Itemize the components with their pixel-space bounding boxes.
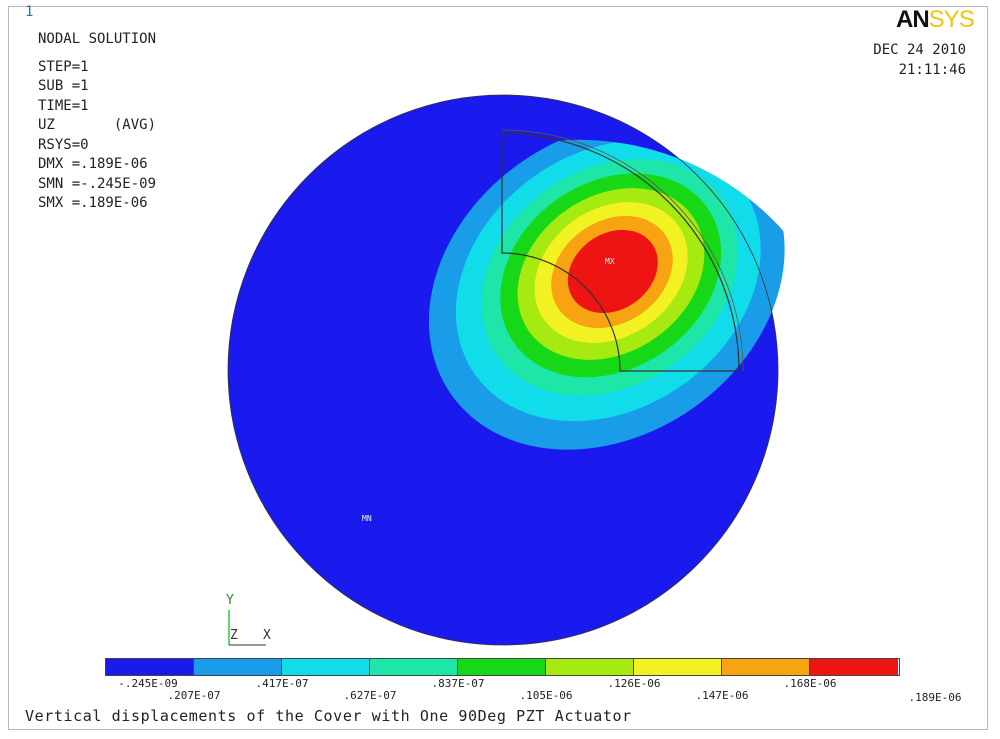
window-number: 1	[25, 4, 34, 20]
legend-swatch-5	[458, 659, 546, 675]
legend-label-5: .837E-07	[431, 677, 485, 690]
info-step: STEP=1	[38, 58, 89, 75]
legend-label-8: .147E-06	[695, 689, 749, 702]
legend-label-7: .126E-06	[607, 677, 661, 690]
legend-swatch-2	[194, 659, 282, 675]
legend-label-9: .168E-06	[783, 677, 837, 690]
legend-swatch-7	[634, 659, 722, 675]
info-sub: SUB =1	[38, 78, 89, 94]
plot-caption: Vertical displacements of the Cover with…	[25, 707, 632, 725]
info-title: NODAL SOLUTION	[38, 31, 157, 47]
triad-y-label: Y	[226, 593, 234, 608]
time-label: 21:11:46	[898, 62, 966, 78]
legend-outline	[105, 658, 900, 676]
solution-info: NODAL SOLUTION STEP=1 SUB =1 TIME=1 UZ (…	[38, 30, 156, 214]
pzt-outer-edge	[501, 129, 744, 372]
legend-label-6: .105E-06	[519, 689, 573, 702]
legend-swatch-1	[106, 659, 194, 675]
date-label: DEC 24 2010	[873, 42, 966, 58]
ansys-logo: ANSYS	[896, 6, 975, 34]
legend-label-2: .207E-07	[167, 689, 221, 702]
logo-an: AN	[896, 6, 930, 33]
info-smn: SMN =-.245E-09	[38, 175, 157, 192]
legend-swatch-9	[810, 659, 898, 675]
timestamp: DEC 24 2010 21:11:46	[873, 40, 966, 80]
info-uz: UZ (AVG)	[38, 117, 157, 133]
legend-swatch-3	[282, 659, 370, 675]
legend-swatch-6	[546, 659, 634, 675]
info-dmx: DMX =.189E-06	[38, 156, 148, 172]
pzt-actuator-outline	[501, 132, 740, 372]
color-legend	[106, 659, 898, 675]
legend-label-3: .417E-07	[255, 677, 309, 690]
info-rsys: RSYS=0	[38, 136, 89, 153]
triad-z-label: Z	[230, 628, 238, 643]
info-time: TIME=1	[38, 97, 89, 114]
legend-label-10: .189E-06	[908, 691, 962, 704]
min-marker: MN	[362, 514, 372, 523]
disc-outline	[227, 94, 779, 646]
triad-x-label: X	[263, 628, 271, 643]
logo-sys: SYS	[928, 6, 975, 33]
legend-swatch-8	[722, 659, 810, 675]
legend-swatch-4	[370, 659, 458, 675]
info-smx: SMX =.189E-06	[38, 195, 148, 211]
legend-label-1: -.245E-09	[118, 677, 178, 690]
coordinate-triad: Y Z X	[226, 593, 271, 646]
legend-label-4: .627E-07	[343, 689, 397, 702]
max-marker: MX	[605, 257, 615, 266]
